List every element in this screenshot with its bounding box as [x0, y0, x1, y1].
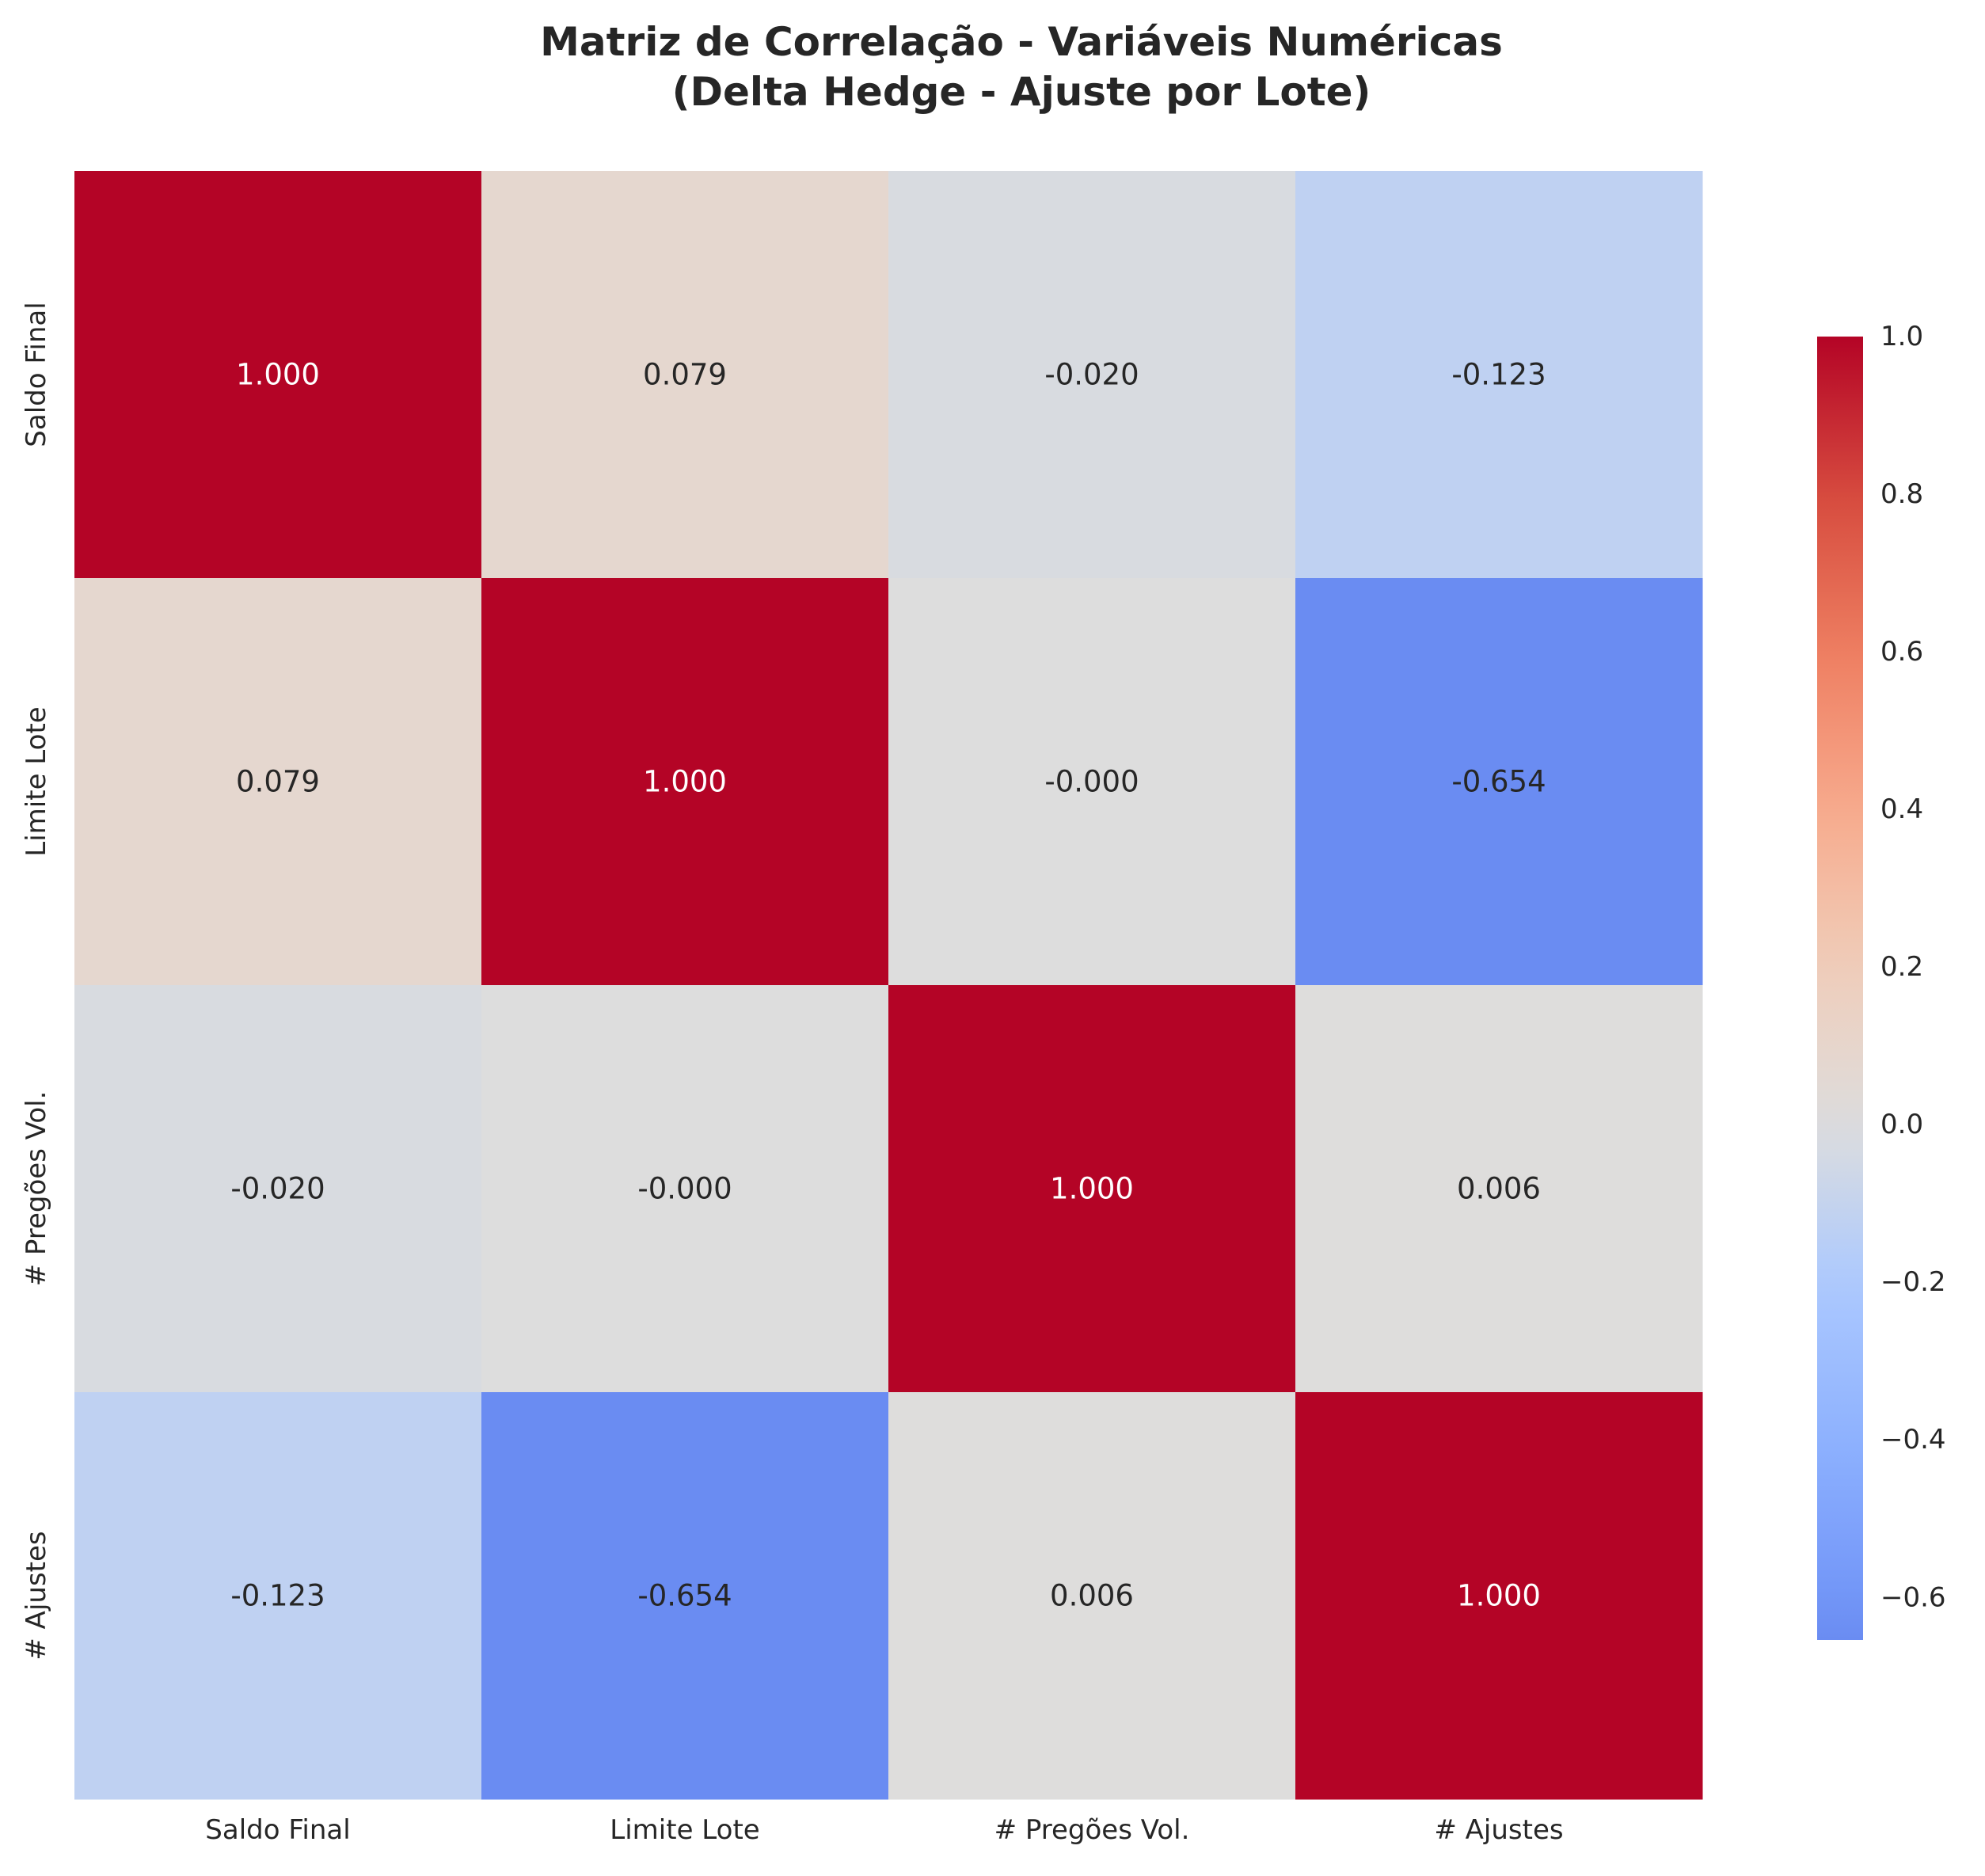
x-tick-label: # Ajustes: [1434, 1814, 1563, 1846]
heatmap-cell: [74, 1392, 482, 1800]
heatmap-annotation: -0.654: [1451, 765, 1546, 799]
heatmap-cell: [481, 171, 889, 579]
heatmap-cell: [74, 578, 482, 986]
heatmap-cell: [74, 985, 482, 1393]
colorbar-tick-label: 0.8: [1880, 478, 1923, 510]
heatmap-cell: [888, 1392, 1296, 1800]
heatmap-cell: [888, 171, 1296, 579]
x-tick-label: Limite Lote: [610, 1814, 759, 1846]
y-tick-label: # Pregões Vol.: [21, 1091, 52, 1287]
heatmap-annotations: 1.000 0.079 -0.020 -0.123 0.079 1.000 -0.000 -0…: [230, 358, 1546, 1613]
chart-title-line-1: Matriz de Correlação - Variáveis Numéric…: [540, 19, 1503, 65]
heatmap-annotation: 1.000: [1050, 1172, 1134, 1206]
y-axis-tick-labels: Saldo Final Limite Lote # Pregões Vol. # Aj…: [21, 302, 52, 1660]
colorbar-tick-label: −0.2: [1880, 1266, 1946, 1298]
heatmap-annotation: -0.000: [1044, 765, 1139, 799]
colorbar-tick-label: 0.6: [1880, 636, 1923, 668]
heatmap-cell: [1295, 171, 1703, 579]
x-tick-label: # Pregões Vol.: [994, 1814, 1190, 1846]
heatmap-annotation: -0.123: [230, 1579, 325, 1613]
heatmap-annotation: -0.654: [637, 1579, 732, 1613]
heatmap-cell: [481, 985, 889, 1393]
heatmap-annotation: 0.079: [236, 765, 320, 799]
colorbar-tick-label: 0.2: [1880, 951, 1923, 983]
heatmap-cell: [1295, 1392, 1703, 1800]
y-tick-label: Limite Lote: [21, 706, 52, 856]
heatmap-annotation: 0.079: [643, 358, 727, 392]
y-tick-label: # Ajustes: [21, 1531, 52, 1660]
heatmap-cell: [888, 985, 1296, 1393]
heatmap-cell: [1295, 985, 1703, 1393]
colorbar-tick-label: 0.0: [1880, 1109, 1923, 1140]
heatmap-cell: [888, 578, 1296, 986]
heatmap-cell: [481, 578, 889, 986]
heatmap-annotation: 0.006: [1050, 1579, 1134, 1613]
heatmap-annotation: -0.020: [230, 1172, 325, 1206]
heatmap-annotation: -0.123: [1451, 358, 1546, 392]
heatmap-annotation: -0.000: [637, 1172, 732, 1206]
y-tick-label: Saldo Final: [21, 302, 52, 447]
colorbar: [1817, 337, 1863, 1640]
heatmap-cell: [481, 1392, 889, 1800]
heatmap-annotation: 0.006: [1457, 1172, 1541, 1206]
heatmap-annotation: 1.000: [643, 765, 727, 799]
x-tick-label: Saldo Final: [205, 1814, 350, 1846]
heatmap-cell: [74, 171, 482, 579]
colorbar-tick-label: 1.0: [1880, 321, 1923, 352]
colorbar-tick-label: −0.4: [1880, 1424, 1946, 1456]
heatmap-annotation: -0.020: [1044, 358, 1139, 392]
heatmap-cell: [1295, 578, 1703, 986]
x-axis-tick-labels: Saldo Final Limite Lote # Pregões Vol. # Aj…: [205, 1814, 1563, 1846]
colorbar-tick-labels: 1.0 0.8 0.6 0.4 0.2 0.0 −0.2 −0.4 −0.6: [1880, 321, 1946, 1613]
heatmap-annotation: 1.000: [236, 358, 320, 392]
chart-title-line-2: (Delta Hedge - Ajuste por Lote): [672, 69, 1371, 115]
colorbar-tick-label: −0.6: [1880, 1581, 1946, 1613]
heatmap-cells: [74, 171, 1703, 1800]
colorbar-tick-label: 0.4: [1880, 793, 1923, 825]
heatmap-annotation: 1.000: [1457, 1579, 1541, 1613]
